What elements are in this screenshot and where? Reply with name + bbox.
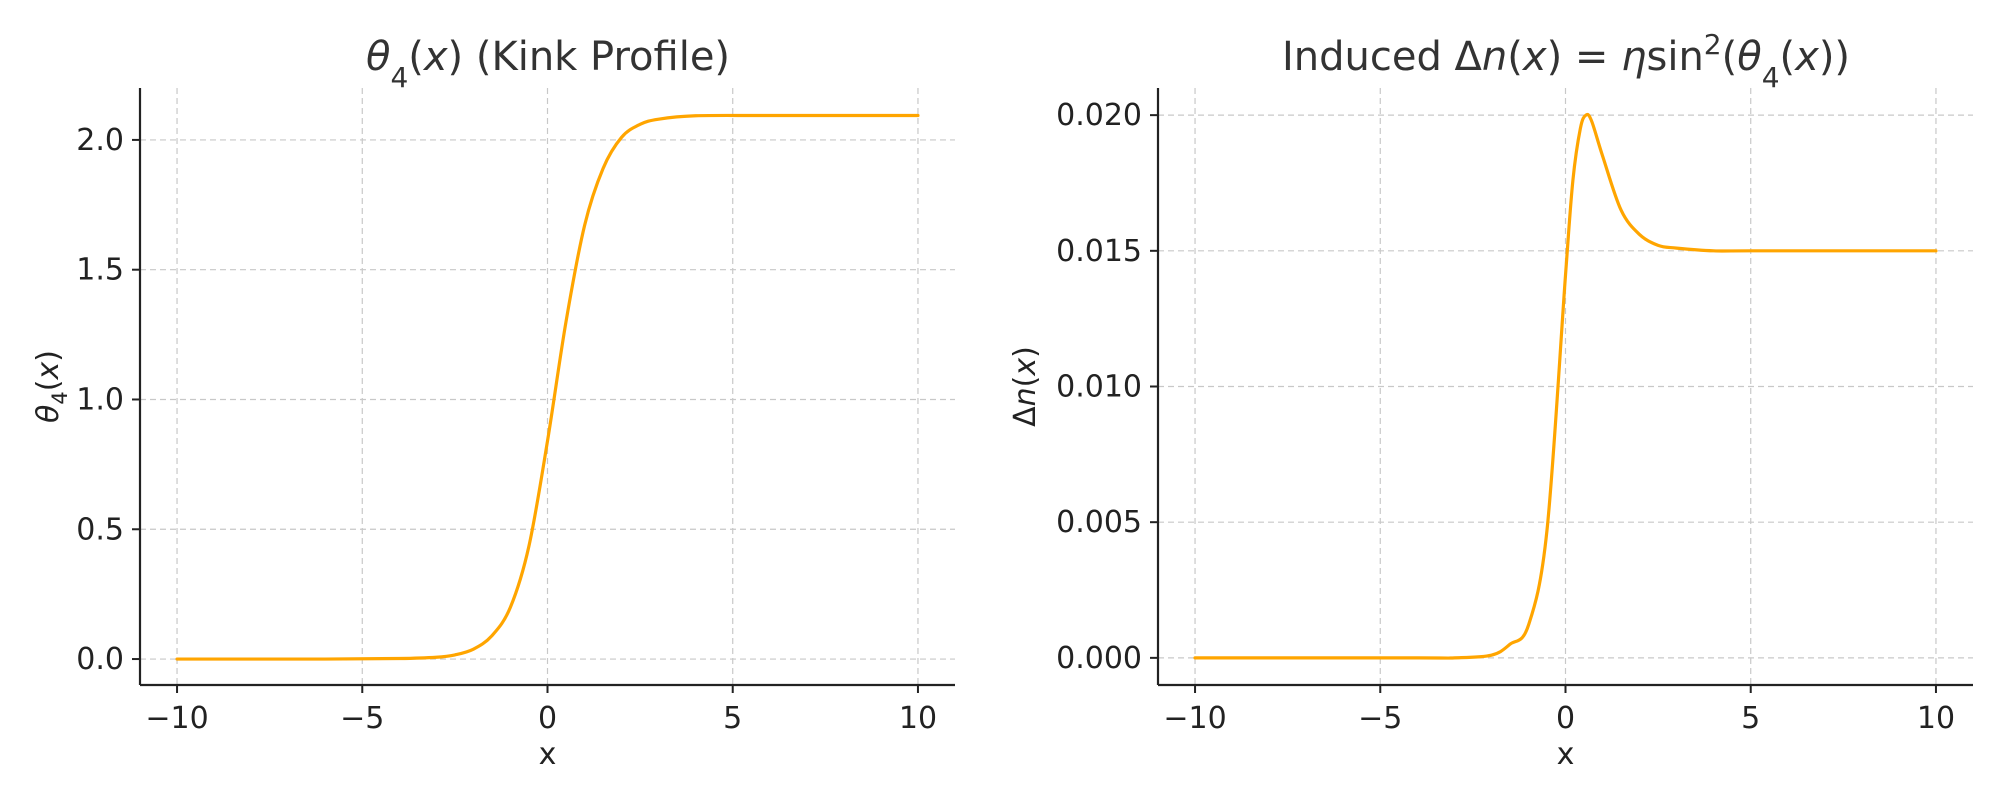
- x-tick-label: 5: [1741, 701, 1760, 736]
- x-tick-label: 10: [899, 701, 937, 736]
- text-segment: (: [31, 380, 66, 392]
- y-axis-label: θ4(x): [31, 350, 73, 423]
- text-segment: Induced Δ: [1282, 34, 1483, 80]
- text-segment: (: [1507, 34, 1523, 80]
- y-tick-label: 1.0: [76, 382, 124, 417]
- y-tick-label: 0.010: [1056, 370, 1142, 405]
- chart-title: θ4(x) (Kink Profile): [366, 34, 730, 94]
- text-segment: 4: [1762, 61, 1780, 94]
- text-segment: )): [1819, 34, 1850, 80]
- x-tick-label: −5: [1358, 701, 1402, 736]
- x-tick-label: −10: [1163, 701, 1226, 736]
- x-axis-label: x: [539, 737, 557, 772]
- text-segment: x: [422, 34, 448, 80]
- y-tick-label: 0.000: [1056, 641, 1142, 676]
- y-tick-label: 0.015: [1056, 234, 1142, 269]
- x-tick-label: 10: [1917, 701, 1955, 736]
- text-segment: ): [1008, 346, 1043, 358]
- chart-panel-2: −10 −5 0 5 100.0000.0050.0100.0150.020xΔn(x)…: [1008, 28, 1973, 772]
- text-segment: ) (Kink Profile): [448, 34, 730, 80]
- text-segment: 2: [1704, 28, 1722, 61]
- text-segment: 4: [48, 391, 72, 404]
- text-segment: (: [408, 34, 424, 80]
- y-axis-label: Δn(x): [1008, 346, 1043, 427]
- text-segment: x: [31, 362, 66, 381]
- text-segment: θ: [31, 405, 66, 423]
- x-tick-label: −10: [145, 701, 208, 736]
- text-segment: n: [1482, 34, 1507, 80]
- text-segment: (: [1780, 34, 1796, 80]
- text-segment: (: [1722, 34, 1738, 80]
- text-segment: n: [1008, 387, 1043, 406]
- x-tick-label: 0: [538, 701, 557, 736]
- y-tick-label: 0.0: [76, 642, 124, 677]
- y-tick-label: 0.020: [1056, 98, 1142, 133]
- text-segment: Δ: [1008, 406, 1043, 427]
- text-segment: θ: [1737, 34, 1761, 80]
- text-segment: θ: [366, 34, 390, 80]
- text-segment: η: [1621, 34, 1646, 80]
- series-line-1: [1193, 112, 1938, 660]
- x-tick-label: 5: [723, 701, 742, 736]
- text-segment: sin: [1646, 34, 1703, 80]
- text-segment: 4: [390, 61, 408, 94]
- chart-title: Induced Δn(x) = ηsin2(θ4(x)): [1282, 28, 1850, 94]
- x-tick-label: 0: [1556, 701, 1575, 736]
- text-segment: ) =: [1547, 34, 1622, 80]
- y-tick-label: 2.0: [76, 123, 124, 158]
- text-segment: x: [1008, 358, 1043, 377]
- x-tick-label: −5: [340, 701, 384, 736]
- text-segment: ): [31, 350, 66, 362]
- series-line-1: [175, 113, 920, 661]
- x-axis-label: x: [1557, 737, 1575, 772]
- y-tick-label: 0.005: [1056, 505, 1142, 540]
- y-tick-label: 0.5: [76, 512, 124, 547]
- y-tick-label: 1.5: [76, 253, 124, 288]
- text-segment: x: [1521, 34, 1547, 80]
- text-segment: (: [1008, 376, 1043, 388]
- text-segment: x: [1793, 34, 1819, 80]
